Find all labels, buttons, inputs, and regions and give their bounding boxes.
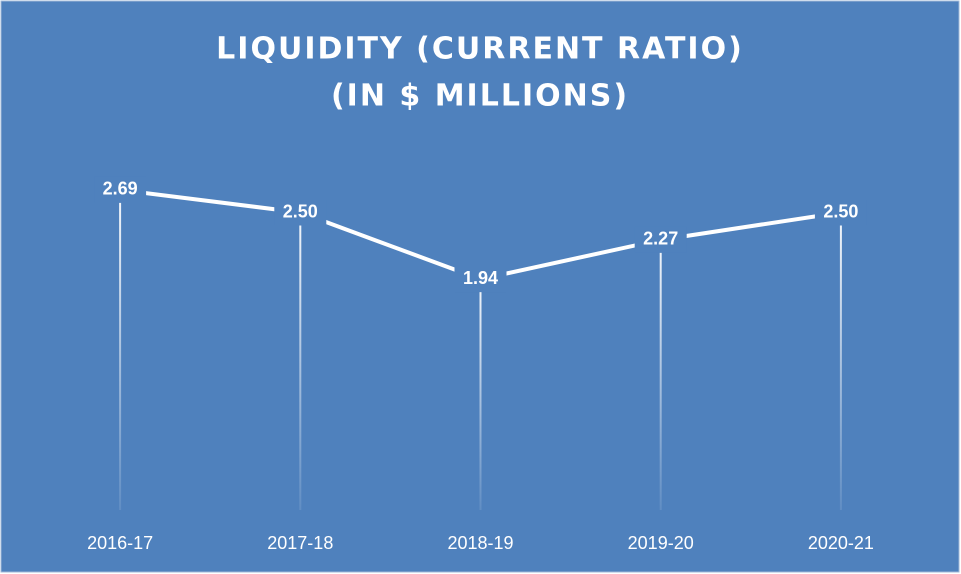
drop-line xyxy=(659,239,662,510)
label-background xyxy=(634,226,687,253)
drop-line xyxy=(119,189,122,510)
label-background xyxy=(814,199,867,226)
label-background xyxy=(454,266,507,293)
chart-title: LIQUIDITY (CURRENT RATIO) xyxy=(216,32,744,67)
label-background xyxy=(94,176,147,203)
data-label: 2.69 xyxy=(103,179,138,199)
label-background xyxy=(274,199,327,226)
chart-title: (IN $ MILLIONS) xyxy=(331,79,629,114)
data-label: 2.50 xyxy=(823,201,858,221)
x-tick-label: 2016-17 xyxy=(87,533,153,553)
drop-line xyxy=(299,212,302,510)
drop-line xyxy=(839,212,842,510)
data-label: 2.27 xyxy=(643,229,678,249)
data-label: 1.94 xyxy=(463,268,498,288)
x-tick-label: 2019-20 xyxy=(628,533,694,553)
data-label: 2.50 xyxy=(283,201,318,221)
x-tick-label: 2020-21 xyxy=(808,533,874,553)
x-tick-label: 2017-18 xyxy=(267,533,333,553)
drop-line xyxy=(479,279,482,510)
x-tick-label: 2018-19 xyxy=(447,533,513,553)
